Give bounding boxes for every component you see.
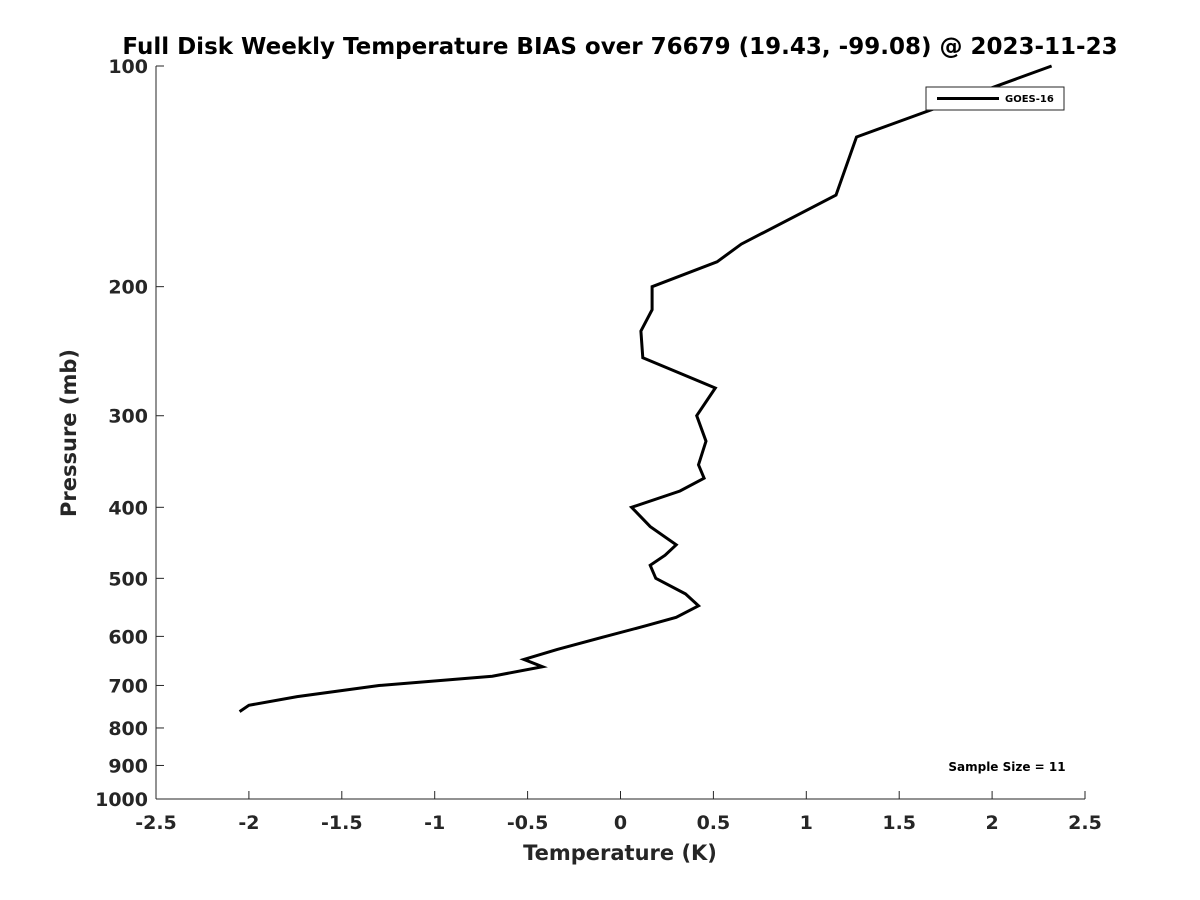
x-tick-label: -2.5	[135, 812, 177, 834]
series-line-goes-16	[238, 64, 1053, 713]
x-tick-label: 0.5	[697, 812, 731, 834]
x-tick-label: -0.5	[507, 812, 549, 834]
y-tick-label: 1000	[95, 789, 148, 811]
y-tick-label: 300	[108, 406, 148, 428]
y-tick-label: 700	[108, 675, 148, 697]
x-tick-label: 0	[614, 812, 627, 834]
series-layer	[238, 64, 1053, 713]
y-tick-label: 600	[108, 626, 148, 648]
chart-title: Full Disk Weekly Temperature BIAS over 7…	[122, 34, 1117, 60]
y-tick-label: 800	[108, 718, 148, 740]
sample-size-annotation: Sample Size = 11	[948, 760, 1065, 774]
x-axis-label: Temperature (K)	[523, 841, 717, 865]
x-tick-label: 2.5	[1068, 812, 1102, 834]
y-tick-label: 100	[108, 56, 148, 78]
x-tick-label: 1.5	[882, 812, 916, 834]
legend-label: GOES-16	[1005, 94, 1054, 105]
y-axis-ticks: 100 200 300 400 500 600 700 800 900 1000	[95, 56, 164, 811]
y-tick-label: 900	[108, 755, 148, 777]
y-tick-label: 500	[108, 568, 148, 590]
x-tick-label: -2	[238, 812, 259, 834]
y-tick-label: 200	[108, 277, 148, 299]
x-tick-label: -1.5	[321, 812, 363, 834]
y-tick-label: 400	[108, 497, 148, 519]
plot-area	[156, 66, 1085, 799]
x-axis-ticks: -2.5 -2 -1.5 -1 -0.5 0 0.5 1 1.5 2 2.5	[135, 791, 1102, 834]
x-tick-label: -1	[424, 812, 445, 834]
x-tick-label: 1	[800, 812, 813, 834]
y-axis-label: Pressure (mb)	[57, 349, 81, 517]
legend: GOES-16	[925, 86, 1065, 111]
x-tick-label: 2	[985, 812, 998, 834]
